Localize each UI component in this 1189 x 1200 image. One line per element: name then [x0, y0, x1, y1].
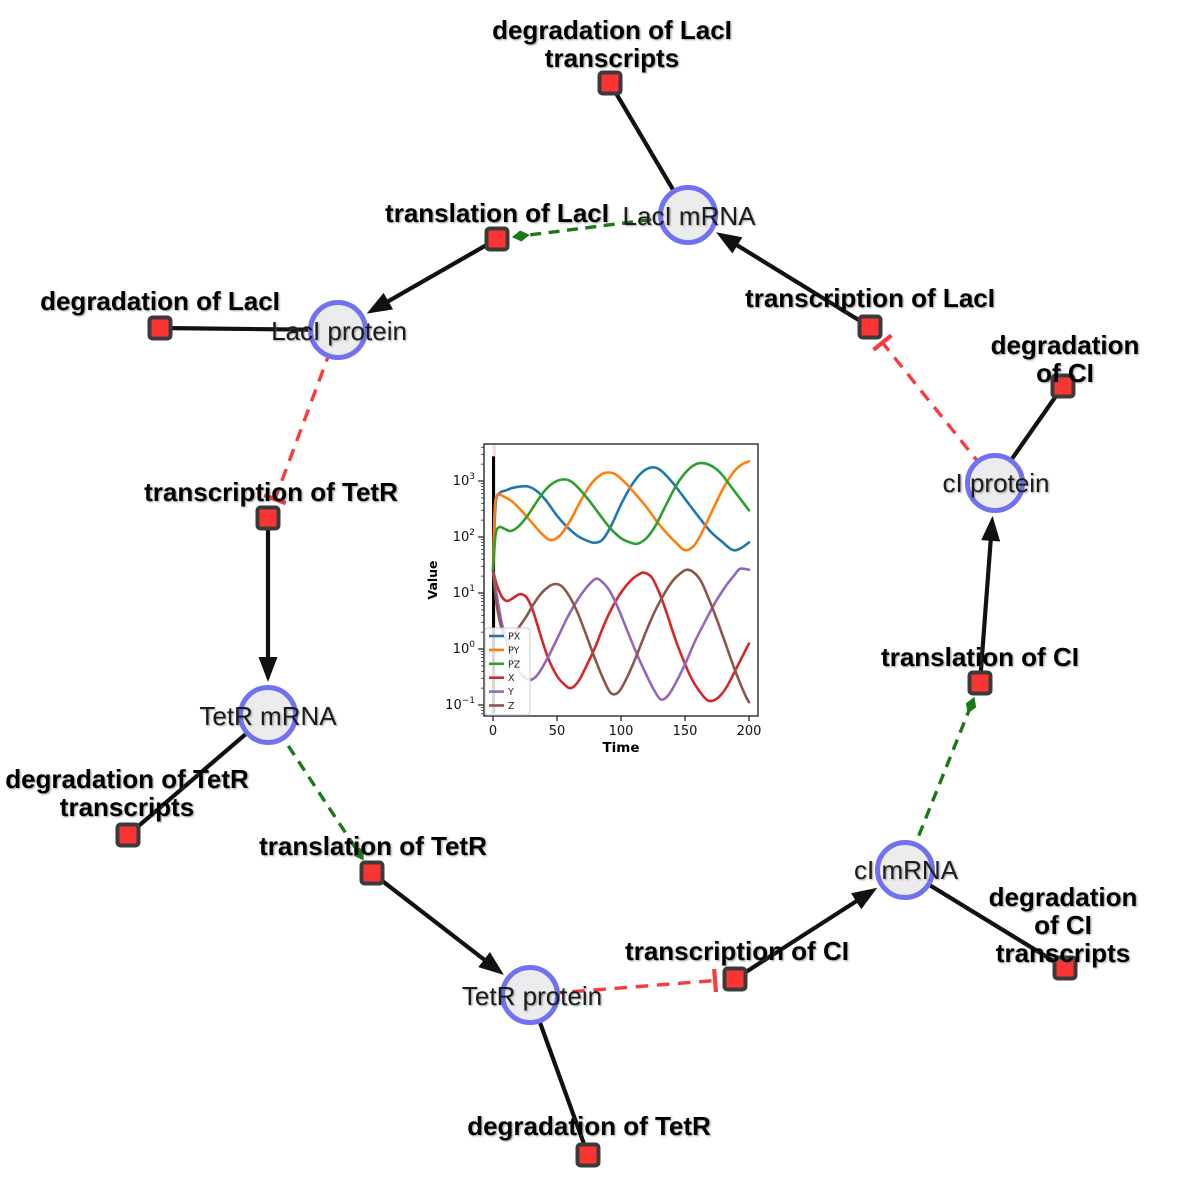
species-node-tetr-mrna[interactable] — [238, 685, 298, 745]
reaction-node-deg-ci[interactable] — [1050, 373, 1076, 399]
legend-label-Y: Y — [507, 687, 514, 698]
y-axis-title: Value — [425, 560, 440, 599]
y-tick-label: 102 — [453, 528, 475, 545]
reaction-label-deg-laci-transcripts: degradation of LacI transcripts — [492, 15, 732, 73]
reaction-node-translation-tetr[interactable] — [359, 860, 385, 886]
reaction-node-deg-laci[interactable] — [147, 315, 173, 341]
edge-transcription-ci--ci-mrna — [733, 887, 878, 981]
species-label-laci-mrna: LacI mRNA — [622, 201, 756, 231]
reaction-node-transcription-tetr[interactable] — [255, 505, 281, 531]
catalysis-diamond-head — [511, 230, 530, 242]
arrowhead — [851, 887, 878, 910]
series-curve-PZ — [491, 461, 751, 572]
reaction-label-transcription-ci: transcription of CI — [625, 936, 849, 966]
inhibition-tbar — [872, 333, 893, 352]
inhibition-tbar — [712, 968, 719, 993]
species-node-ci-protein[interactable] — [965, 453, 1025, 513]
reaction-label-transcription-laci: transcription of LacI — [745, 283, 995, 313]
series-curve-PY — [491, 460, 751, 572]
reaction-label-deg-ci: degradation of CI — [990, 330, 1140, 388]
axes: 10−1 100 101 102 103 0 50 100 150 200 Time Value — [425, 443, 762, 756]
inhibition-tbar — [263, 493, 287, 506]
catalysis-diamond-head — [965, 696, 977, 714]
reaction-label-deg-tetr-transcripts: degradation of TetR transcripts — [5, 764, 249, 822]
edge-transcription-tetr--tetr-mrna — [258, 518, 278, 682]
arrowhead — [716, 232, 743, 254]
y-tick-label: 101 — [453, 584, 475, 601]
edge-translation-ci--ci-protein — [977, 515, 1001, 684]
arrowhead — [258, 657, 278, 682]
x-tick-label: 100 — [609, 724, 634, 739]
reaction-label-translation-laci: translation of LacI — [385, 198, 609, 228]
x-tick-label: 150 — [673, 724, 698, 739]
reaction-node-translation-ci[interactable] — [967, 670, 993, 696]
edge-tetr-protein--transcription-ci — [529, 968, 719, 997]
series-curve-Z — [491, 568, 751, 704]
arrowhead — [366, 292, 394, 314]
x-tick-label: 0 — [489, 724, 497, 739]
series-curve-X — [491, 569, 751, 703]
x-tick-label: 50 — [549, 724, 566, 739]
plot-area — [491, 444, 751, 716]
reaction-node-deg-tetr-transcripts[interactable] — [115, 822, 141, 848]
species-label-laci-protein: LacI protein — [271, 316, 407, 346]
edge-translation-laci--laci-protein — [366, 237, 499, 314]
reaction-node-deg-laci-transcripts[interactable] — [597, 70, 623, 96]
species-node-tetr-protein[interactable] — [500, 965, 560, 1025]
species-label-tetr-protein: TetR protein — [461, 981, 603, 1011]
x-axis-title: Time — [602, 740, 639, 756]
species-label-ci-mrna: cI mRNA — [854, 855, 958, 885]
reaction-label-transcription-tetr: transcription of TetR — [144, 477, 398, 507]
y-tick-label: 103 — [453, 472, 475, 489]
legend-label-X: X — [508, 673, 515, 684]
y-tick-label: 100 — [453, 640, 476, 657]
legend-label-PZ: PZ — [508, 659, 521, 670]
plot-legend: PX PY PZ XYZ — [484, 627, 531, 716]
species-node-laci-mrna[interactable] — [658, 185, 718, 245]
species-node-ci-mrna[interactable] — [875, 840, 935, 900]
catalysis-diamond-head — [353, 845, 364, 861]
reaction-label-deg-laci: degradation of LacI — [40, 286, 280, 316]
reaction-label-deg-ci-transcripts: degradation of CI transcripts — [988, 882, 1138, 968]
reaction-node-transcription-laci[interactable] — [857, 314, 883, 340]
reaction-label-deg-tetr: degradation of TetR — [467, 1111, 711, 1141]
reaction-node-deg-tetr[interactable] — [575, 1142, 601, 1168]
species-label-tetr-mrna: TetR mRNA — [199, 701, 337, 731]
legend-label-PX: PX — [508, 632, 521, 643]
reaction-label-translation-ci: translation of CI — [881, 642, 1079, 672]
edge-translation-tetr--tetr-protein — [370, 871, 504, 975]
edge-ci-mrna--deg-ci-transcripts — [903, 868, 1067, 970]
x-tick-label: 200 — [737, 724, 762, 739]
y-tick-label: 10−1 — [445, 696, 475, 713]
reaction-label-translation-tetr: translation of TetR — [259, 831, 487, 861]
legend-label-PY: PY — [508, 645, 520, 656]
series-curve-PX — [491, 466, 751, 572]
series-curve-Y — [491, 567, 751, 701]
reaction-node-transcription-ci[interactable] — [722, 966, 748, 992]
arrowhead — [981, 515, 1001, 542]
legend-label-Z: Z — [508, 701, 515, 712]
reaction-node-deg-ci-transcripts[interactable] — [1052, 955, 1078, 981]
species-node-laci-protein[interactable] — [308, 300, 368, 360]
species-label-ci-protein: cI protein — [942, 468, 1050, 498]
edge-transcription-laci--laci-mrna — [716, 232, 872, 329]
arrowhead — [478, 952, 504, 975]
reaction-node-translation-laci[interactable] — [484, 226, 510, 252]
